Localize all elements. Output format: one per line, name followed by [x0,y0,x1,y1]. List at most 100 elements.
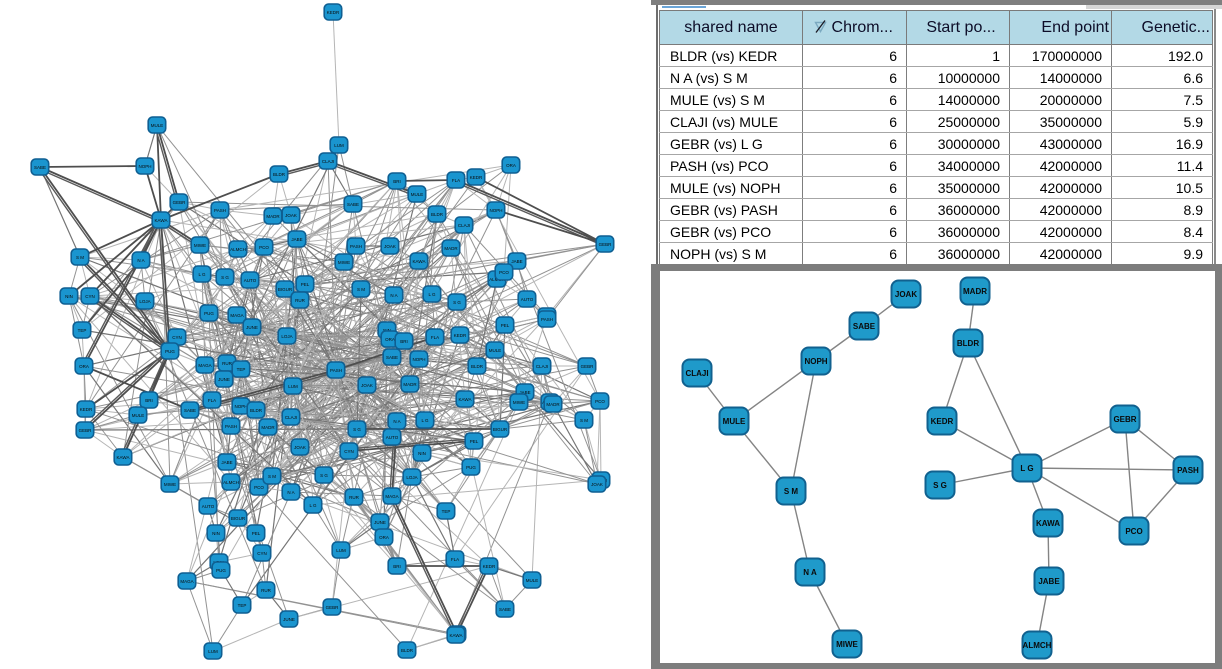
svg-text:MADR: MADR [444,246,458,251]
svg-text:S M: S M [357,287,365,292]
svg-text:JABE: JABE [221,460,232,465]
svg-text:TEP: TEP [78,328,87,333]
svg-text:JOAK: JOAK [591,482,603,487]
svg-text:PEL: PEL [252,531,261,536]
svg-text:ORA: ORA [79,364,89,369]
svg-text:FLA: FLA [431,335,439,340]
svg-text:L G: L G [421,418,429,423]
svg-text:L G: L G [309,503,317,508]
svg-text:JUNE: JUNE [283,617,295,622]
svg-text:BIGUR: BIGUR [493,427,508,432]
svg-text:RUR: RUR [261,588,271,593]
svg-text:BRI: BRI [393,179,401,184]
svg-text:PCO: PCO [259,245,269,250]
svg-text:S M: S M [76,255,84,260]
svg-text:ORA: ORA [379,535,389,540]
svg-text:MIWE: MIWE [164,482,176,487]
svg-text:MIWE: MIWE [194,243,206,248]
svg-text:FLA: FLA [452,178,460,183]
svg-text:S G: S G [221,275,229,280]
svg-text:AUTO: AUTO [521,297,534,302]
svg-text:CLAJI: CLAJI [285,415,297,420]
svg-text:BLDR: BLDR [471,364,484,369]
svg-text:TEP: TEP [237,367,246,372]
svg-text:KAWA: KAWA [117,455,130,460]
svg-text:AUTO: AUTO [386,435,399,440]
svg-text:NOPH: NOPH [412,357,425,362]
svg-text:KEDR: KEDR [80,407,93,412]
svg-text:LUM: LUM [336,548,346,553]
svg-text:L G: L G [198,272,206,277]
svg-text:MADR: MADR [403,382,417,387]
svg-text:JUNE: JUNE [374,520,386,525]
svg-text:GEBR: GEBR [173,200,187,205]
svg-text:PCO: PCO [595,399,605,404]
svg-text:KAWA: KAWA [1036,519,1060,528]
svg-text:MIWE: MIWE [836,640,858,649]
svg-text:KEDR: KEDR [931,417,954,426]
svg-text:BIGUR: BIGUR [278,287,293,292]
svg-text:RUR: RUR [222,361,232,366]
svg-text:L G: L G [1020,464,1033,473]
svg-text:FLA: FLA [208,398,216,403]
svg-text:BLDR: BLDR [273,172,286,177]
svg-text:N A: N A [393,419,400,424]
svg-text:SABE: SABE [386,355,398,360]
svg-text:AUTO: AUTO [244,278,257,283]
svg-text:MULE: MULE [151,123,164,128]
svg-text:MULE: MULE [132,413,145,418]
svg-text:CLAJI: CLAJI [322,159,334,164]
svg-text:JOAK: JOAK [384,244,396,249]
svg-text:MAGA: MAGA [385,494,398,499]
svg-text:ALMCH: ALMCH [230,247,246,252]
svg-text:JUNE: JUNE [246,325,258,330]
svg-text:LOJA: LOJA [281,334,292,339]
svg-text:MULE: MULE [526,578,539,583]
svg-text:KAWA: KAWA [450,633,463,638]
svg-text:BLDR: BLDR [250,408,263,413]
svg-text:PASH: PASH [350,244,362,249]
svg-text:MULE: MULE [411,192,424,197]
svg-text:KEDR: KEDR [483,564,496,569]
svg-text:S M: S M [580,418,588,423]
svg-text:CYN: CYN [257,551,267,556]
svg-text:PCO: PCO [1125,527,1142,536]
svg-text:S M: S M [268,474,276,479]
svg-text:BLDR: BLDR [957,339,979,348]
svg-text:KAWA: KAWA [413,259,426,264]
svg-text:GEBR: GEBR [326,605,340,610]
svg-text:N A: N A [137,258,144,263]
svg-text:GEBR: GEBR [1113,415,1136,424]
svg-text:TEP: TEP [238,603,247,608]
svg-text:BRI: BRI [393,564,401,569]
svg-text:MADR: MADR [546,402,560,407]
svg-text:MADR: MADR [261,425,275,430]
svg-text:KAWA: KAWA [459,397,472,402]
svg-text:JUNE: JUNE [218,377,230,382]
svg-text:GEBR: GEBR [79,428,93,433]
svg-text:JABE: JABE [1038,577,1060,586]
svg-text:SABE: SABE [853,322,876,331]
svg-text:BRI: BRI [400,339,408,344]
svg-text:N A: N A [287,490,294,495]
svg-text:RUR: RUR [349,495,359,500]
svg-text:PEL: PEL [301,282,310,287]
svg-text:ORA: ORA [506,163,516,168]
svg-text:MIWE: MIWE [513,400,525,405]
svg-text:PCO: PCO [499,270,509,275]
svg-text:MIWE: MIWE [338,260,350,265]
svg-text:GEBR: GEBR [599,242,613,247]
svg-text:JOAK: JOAK [361,383,373,388]
svg-text:JOAK: JOAK [285,213,297,218]
svg-text:NOPH: NOPH [489,208,502,213]
svg-text:N A: N A [803,568,817,577]
svg-text:KEDR: KEDR [327,10,340,15]
svg-text:SABE: SABE [34,165,46,170]
svg-text:PUG: PUG [204,311,214,316]
svg-text:KAWA: KAWA [155,218,168,223]
svg-text:PASH: PASH [1177,466,1199,475]
svg-text:LUM: LUM [334,143,344,148]
svg-text:PCO: PCO [254,485,264,490]
svg-text:NIN: NIN [65,294,73,299]
svg-text:TEP: TEP [442,509,451,514]
